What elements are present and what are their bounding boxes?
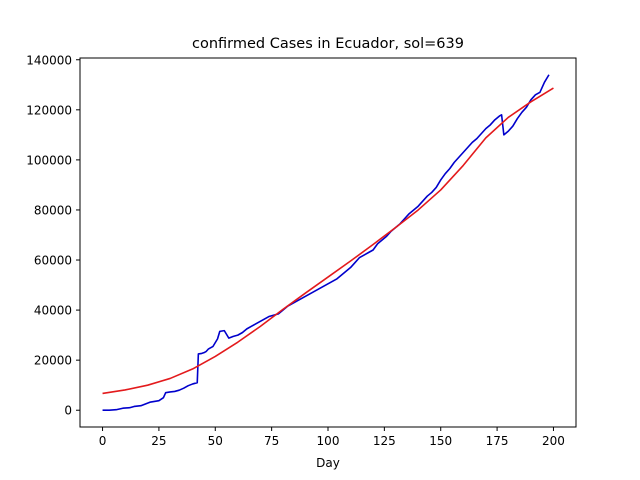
y-axis: 0 20000 40000 60000 80000 100000 120000 140000 <box>26 53 80 418</box>
y-tick-label: 100000 <box>26 153 72 167</box>
x-axis-label: Day <box>316 456 340 470</box>
x-tick-label: 0 <box>99 434 107 448</box>
x-tick-label: 100 <box>317 434 340 448</box>
y-tick-label: 140000 <box>26 53 72 67</box>
y-tick-label: 0 <box>64 404 72 418</box>
x-tick-label: 175 <box>486 434 509 448</box>
x-tick-label: 125 <box>373 434 396 448</box>
y-tick-label: 40000 <box>34 304 72 318</box>
y-tick-label: 80000 <box>34 203 72 217</box>
x-tick-label: 50 <box>208 434 223 448</box>
x-tick-label: 150 <box>429 434 452 448</box>
y-tick-label: 120000 <box>26 103 72 117</box>
y-tick-label: 20000 <box>34 354 72 368</box>
series-line-2 <box>102 87 554 395</box>
plot-lines <box>102 74 554 412</box>
x-tick-label: 25 <box>151 434 166 448</box>
series-line-1 <box>102 74 550 412</box>
chart-title: confirmed Cases in Ecuador, sol=639 <box>192 36 464 52</box>
plot-frame <box>79 57 577 428</box>
x-tick-label: 75 <box>264 434 279 448</box>
x-axis: 0 25 50 75 100 125 150 175 200 <box>99 427 565 448</box>
y-tick-label: 60000 <box>34 254 72 268</box>
x-tick-label: 200 <box>542 434 565 448</box>
